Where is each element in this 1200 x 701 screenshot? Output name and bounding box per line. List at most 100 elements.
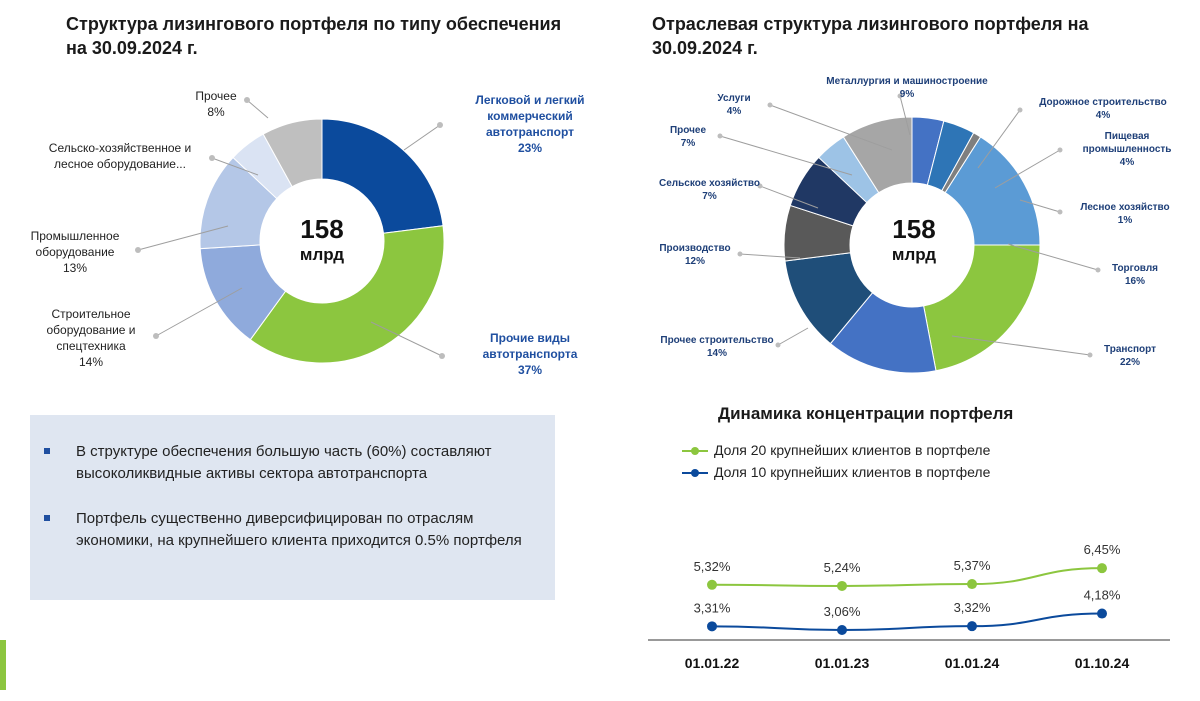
note-item-2: Портфель существенно диверсифицирован по… [76, 510, 522, 549]
left-donut-slice-0 [321, 118, 444, 234]
label-food: Пищевая промышленность 4% [1072, 130, 1182, 169]
label-industrial-line1: Промышленное [30, 229, 120, 243]
data-label-series-1-1: 3,06% [824, 604, 861, 619]
line-chart-title: Динамика концентрации портфеля [718, 404, 1014, 423]
left-leader-dot-3 [153, 333, 159, 339]
right-title-line1: Отраслевая структура лизингового портфел… [652, 14, 1089, 34]
label-transport-pct: 22% [1119, 357, 1140, 368]
right-leader-dot-2 [1057, 147, 1063, 153]
note-item-1: В структуре обеспечения большую часть (6… [76, 443, 492, 482]
right-leader-dot-1 [1017, 107, 1023, 113]
label-agro-line1: Сельско-хозяйственное и [48, 141, 192, 155]
label-other-transport: Прочие виды автотранспорта 37% [470, 330, 590, 378]
left-leader-dot-5 [439, 353, 445, 359]
right-leader-dot-10 [767, 102, 773, 108]
label-othertrans-line2: автотранспорта [482, 347, 578, 361]
label-transport: Транспорт 22% [1090, 343, 1170, 369]
label-cars-line2: коммерческий [487, 109, 573, 123]
right-leader-dot-9 [717, 133, 723, 139]
left-leader-dot-0 [244, 97, 250, 103]
data-label-series-0-3: 6,45% [1084, 542, 1121, 557]
right-center-total: 158 млрд [864, 214, 964, 266]
label-agriculture: Сельское хозяйство 7% [652, 177, 767, 203]
right-leader-dot-4 [1095, 267, 1101, 273]
bullet-marker-2 [44, 515, 50, 521]
left-center-unit: млрд [299, 245, 345, 264]
right-leader-dot-0 [897, 93, 903, 99]
label-trade: Торговля 16% [1100, 262, 1170, 288]
right-chart-title: Отраслевая структура лизингового портфел… [652, 12, 1152, 60]
label-industrial: Промышленное оборудование 13% [20, 228, 130, 276]
right-leader-line-9 [719, 135, 853, 176]
data-label-series-0-1: 5,24% [824, 560, 861, 575]
left-donut-slice-5 [262, 118, 323, 188]
label-services-pct: 4% [726, 106, 742, 117]
label-production: Производство 12% [650, 242, 740, 268]
point-series-1-1 [837, 625, 847, 635]
label-services: Услуги 4% [704, 92, 764, 118]
label-construction-line3: спецтехника [56, 339, 126, 353]
legend-top10-marker [682, 469, 708, 478]
right-center-unit: млрд [891, 245, 937, 264]
x-tick-label-2: 01.01.24 [945, 655, 1000, 671]
legend-top20: Доля 20 крупнейших клиентов в портфеле [682, 441, 990, 459]
label-otherconst-name: Прочее строительство [660, 335, 774, 346]
label-metallurgy: Металлургия и машиностроение 9% [812, 75, 1002, 101]
legend-top20-marker [682, 447, 708, 456]
point-series-0-0 [707, 579, 717, 590]
left-leader-dot-1 [209, 155, 215, 161]
label-cars-line3: автотранспорт [485, 125, 575, 139]
right-leader-line-6 [777, 327, 809, 346]
x-tick-label-3: 01.10.24 [1075, 655, 1130, 671]
label-forest-name: Лесное хозяйство [1080, 202, 1170, 213]
data-label-series-0-0: 5,32% [694, 559, 731, 574]
label-road: Дорожное строительство 4% [1028, 96, 1178, 122]
left-leader-line-4 [403, 124, 441, 151]
label-cars-line1: Легковой и легкий [475, 93, 585, 107]
left-leader-line-1 [211, 157, 259, 176]
left-donut-chart [135, 97, 445, 364]
right-donut-slice-10 [842, 116, 913, 194]
left-leader-line-3 [155, 287, 243, 337]
data-label-series-0-2: 5,37% [954, 558, 991, 573]
right-donut-slice-4 [923, 244, 1041, 372]
label-cars-pct: 23% [517, 141, 543, 155]
data-label-series-1-2: 3,32% [954, 600, 991, 615]
left-chart-title: Структура лизингового портфеля по типу о… [66, 12, 586, 60]
concentration-line-chart: 5,32% 5,24% 5,37% 6,45% 3,31% 3,06% 3,32% 4,18%… [648, 542, 1170, 671]
label-other-pct: 8% [207, 105, 225, 119]
label-othertrans-line1: Прочие виды [490, 331, 570, 345]
left-center-total: 158 млрд [272, 214, 372, 266]
label-construction-line2: оборудование и [46, 323, 136, 337]
right-leader-line-5 [951, 335, 1091, 356]
label-industrial-pct: 13% [62, 261, 88, 275]
label-agro-line2: лесное оборудование... [54, 157, 186, 171]
label-othertrans-pct: 37% [517, 363, 543, 377]
accent-bar [0, 640, 6, 690]
bullet-marker-1 [44, 448, 50, 454]
point-series-0-1 [837, 580, 847, 591]
label-services-name: Услуги [717, 93, 751, 104]
label-construction-line1: Строительное [51, 307, 131, 321]
label-other-industry-pct: 7% [680, 138, 696, 149]
point-series-1-0 [707, 621, 717, 632]
right-leader-dot-3 [1057, 209, 1063, 215]
label-food-line1: Пищевая [1104, 131, 1150, 142]
point-series-1-2 [967, 621, 977, 632]
label-agri-pct: 7% [702, 191, 717, 202]
right-leader-line-10 [769, 104, 893, 151]
right-donut-chart [717, 93, 1101, 374]
left-leader-line-5 [370, 321, 443, 357]
label-cars: Легковой и легкий коммерческий автотранс… [455, 92, 605, 156]
right-leader-line-1 [977, 109, 1021, 169]
left-center-value: 158 [300, 214, 344, 244]
right-leader-line-7 [739, 253, 801, 259]
label-metal-pct: 9% [899, 89, 915, 100]
legend-top20-label: Доля 20 крупнейших клиентов в портфеле [714, 442, 991, 458]
label-other-industry: Прочее 7% [658, 124, 718, 150]
label-industrial-line2: оборудование [35, 245, 115, 259]
label-food-pct: 4% [1119, 157, 1135, 168]
label-agro-equipment: Сельско-хозяйственное и лесное оборудова… [30, 140, 210, 172]
data-label-series-1-3: 4,18% [1084, 588, 1121, 603]
label-prod-name: Производство [659, 243, 731, 254]
